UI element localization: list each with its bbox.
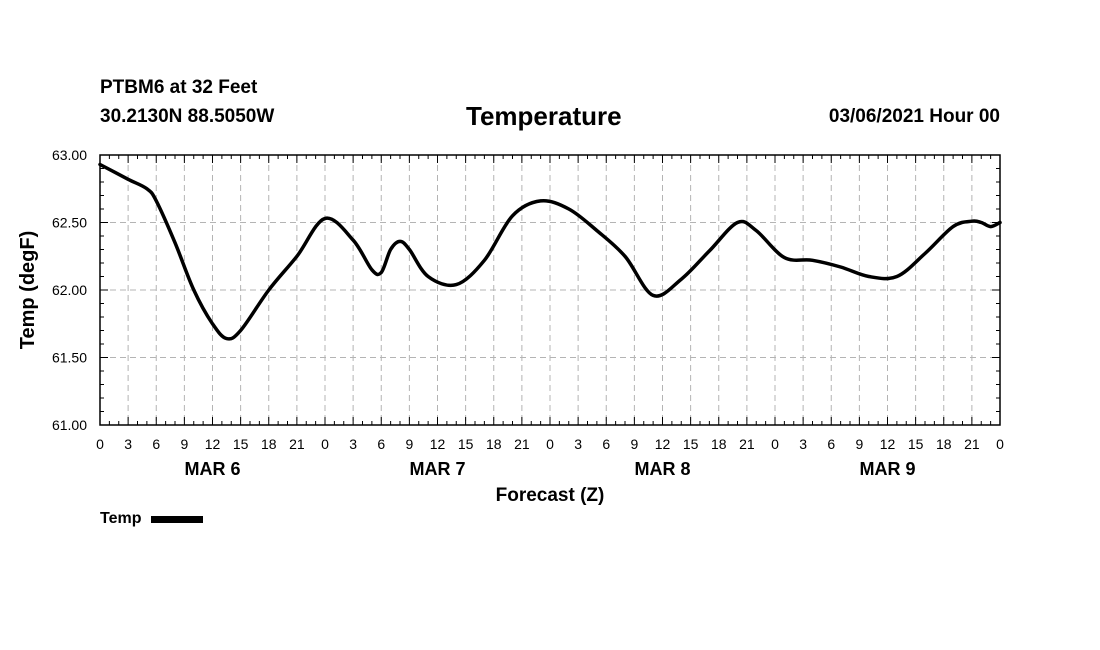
x-tick-label: 9	[180, 436, 188, 452]
x-tick-label: 3	[349, 436, 357, 452]
y-tick-label: 62.50	[52, 215, 87, 231]
axis-ticks	[99, 154, 1001, 426]
x-tick-label: 9	[855, 436, 863, 452]
x-tick-label: 9	[630, 436, 638, 452]
day-label: MAR 9	[859, 459, 915, 479]
x-tick-label: 12	[205, 436, 221, 452]
legend-label: Temp	[100, 510, 142, 527]
x-tick-label: 6	[377, 436, 385, 452]
x-tick-label: 0	[96, 436, 104, 452]
legend: Temp	[100, 510, 204, 528]
x-tick-label: 6	[152, 436, 160, 452]
grid	[100, 155, 1000, 425]
x-tick-label: 18	[261, 436, 277, 452]
x-tick-label: 0	[771, 436, 779, 452]
x-tick-label: 12	[880, 436, 896, 452]
x-tick-label: 21	[514, 436, 530, 452]
x-tick-label: 3	[574, 436, 582, 452]
x-tick-label: 18	[486, 436, 502, 452]
axis-labels: 0 3 6 9 12 15 18 21 0 3 6 9 12 15 18 21 0 3 6 9 12 15 18 21 0 3 6 9…	[17, 147, 1004, 506]
x-tick-label: 12	[655, 436, 671, 452]
series-layer	[98, 162, 1002, 341]
x-tick-label: 0	[321, 436, 329, 452]
x-tick-label: 6	[602, 436, 610, 452]
y-tick-label: 61.00	[52, 417, 87, 433]
legend-swatch	[151, 515, 204, 523]
chart-title: Temperature	[466, 101, 622, 131]
y-axis-title: Temp (degF)	[17, 231, 39, 350]
station-label: PTBM6 at 32 Feet	[100, 77, 258, 98]
day-label: MAR 8	[634, 459, 690, 479]
x-tick-label: 21	[289, 436, 305, 452]
day-label: MAR 7	[409, 459, 465, 479]
x-tick-label: 3	[799, 436, 807, 452]
x-tick-label: 0	[996, 436, 1004, 452]
x-tick-label: 6	[827, 436, 835, 452]
x-tick-label: 12	[430, 436, 446, 452]
x-tick-label: 18	[936, 436, 952, 452]
x-tick-label: 9	[405, 436, 413, 452]
x-tick-label: 18	[711, 436, 727, 452]
coordinates-label: 30.2130N 88.5050W	[100, 106, 275, 127]
series-line-temp	[98, 162, 1002, 341]
run-time-label: 03/06/2021 Hour 00	[828, 106, 1000, 127]
x-tick-label: 21	[964, 436, 980, 452]
x-tick-label: 21	[739, 436, 755, 452]
x-tick-label: 3	[124, 436, 132, 452]
y-tick-label: 62.00	[52, 282, 87, 298]
x-tick-label: 15	[683, 436, 699, 452]
y-tick-label: 61.50	[52, 350, 87, 366]
x-tick-label: 0	[546, 436, 554, 452]
x-axis-title: Forecast (Z)	[496, 485, 605, 506]
y-tick-label: 63.00	[52, 147, 87, 163]
x-tick-label: 15	[233, 436, 249, 452]
x-tick-label: 15	[908, 436, 924, 452]
day-label: MAR 6	[184, 459, 240, 479]
x-tick-label: 15	[458, 436, 474, 452]
